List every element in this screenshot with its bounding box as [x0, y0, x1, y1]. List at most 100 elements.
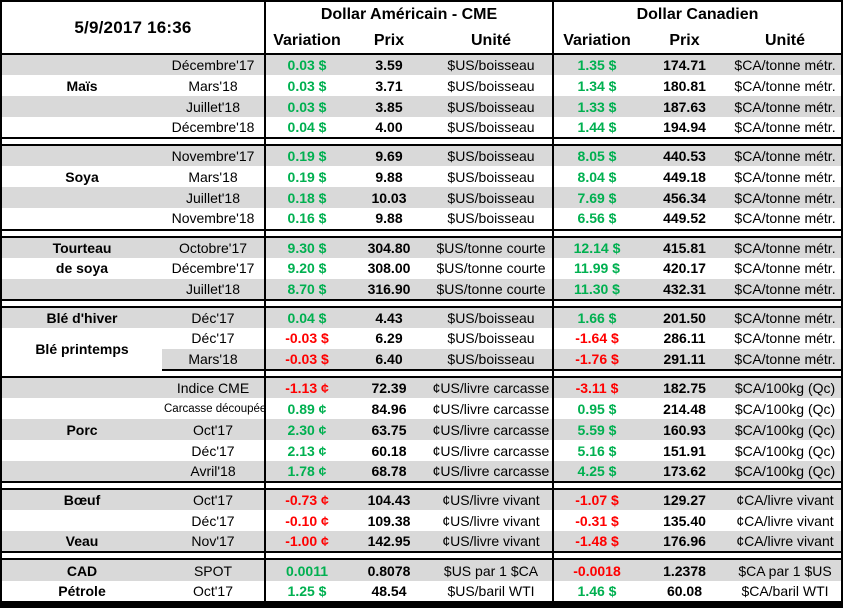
ca-price-value: 449.52 [640, 208, 729, 231]
ca-variation-value: 5.16 $ [552, 440, 640, 462]
ca-price-value: 201.50 [640, 305, 729, 328]
commodity-label: Tourteau [2, 235, 162, 258]
commodity-label [2, 375, 162, 398]
ca-variation-value: 6.56 $ [552, 208, 640, 231]
ca-variation-value: -3.11 $ [552, 375, 640, 398]
us-variation-value: -0.73 ¢ [264, 488, 348, 511]
table-row: Juillet'18 8.70 $316.90 $US/tonne courte 11… [2, 278, 841, 301]
commodity-label: Blé printemps [2, 327, 162, 370]
ca-price-value: 440.53 [640, 144, 729, 167]
gap-cell [2, 138, 265, 146]
gap-cell [551, 482, 841, 490]
us-unit-label: ¢US/livre carcasse [430, 375, 553, 398]
table-row: Novembre'17 0.19 $9.69 $US/boisseau 8.05 $4… [2, 144, 841, 167]
us-price-value: 3.85 [348, 96, 430, 118]
ca-price-value: 432.31 [640, 278, 729, 301]
ca-unit-label: $CA/tonne métr. [729, 52, 841, 76]
table-row: Pétrole Oct'17 1.25 $48.54 $US/baril WTI 1.4… [2, 580, 841, 603]
commodity-label [2, 117, 162, 140]
contract-label: SPOT [162, 558, 265, 581]
us-unit-label: $US/boisseau [430, 75, 553, 97]
us-variation-value: 0.89 ¢ [264, 398, 348, 420]
contract-label: Déc'17 [162, 510, 265, 532]
ca-unit-label: ¢CA/livre vivant [729, 510, 841, 532]
contract-label: Décembre'17 [162, 257, 265, 279]
ca-variation-value: -1.48 $ [552, 531, 640, 554]
us-unit-label: $US/boisseau [430, 166, 553, 188]
ca-price-value: 456.34 [640, 187, 729, 209]
us-price-value: 9.69 [348, 144, 430, 167]
ca-price-value: 129.27 [640, 488, 729, 511]
contract-label: Juillet'18 [162, 278, 265, 301]
contract-label: Juillet'18 [162, 96, 265, 118]
ca-unit-label: $CA/tonne métr. [729, 117, 841, 140]
us-unit-label: $US/tonne courte [430, 235, 553, 258]
us-variation-value: 1.78 ¢ [264, 461, 348, 484]
us-variation-value: 0.18 $ [264, 187, 348, 209]
table-row: Indice CME -1.13 ¢ 72.39 ¢US/livre carcasse… [2, 375, 841, 398]
gap-cell [264, 552, 553, 560]
us-price-value: 63.75 [348, 419, 430, 441]
us-variation-value: 8.70 $ [264, 278, 348, 301]
ca-unit-label: $CA/tonne métr. [729, 278, 841, 301]
contract-label: Novembre'17 [162, 144, 265, 167]
ca-unit-label: $CA par 1 $US [729, 558, 841, 581]
contract-label: Juillet'18 [162, 187, 265, 209]
ca-price-value: 182.75 [640, 375, 729, 398]
table-row: Maïs Mars'18 0.03 $3.71 $US/boisseau 1.34 $1… [2, 75, 841, 97]
us-variation-value: 0.03 $ [264, 96, 348, 118]
ca-price-value: 160.93 [640, 419, 729, 441]
ca-variation-value: 0.95 $ [552, 398, 640, 420]
contract-label: Mars'18 [162, 348, 265, 371]
table-row: Carcasse découpée 0.89 ¢ 84.96 ¢US/livre ca… [2, 398, 841, 420]
commodity-label [2, 187, 162, 209]
ca-unit-label: ¢CA/livre vivant [729, 488, 841, 511]
us-unit-label: $US/boisseau [430, 305, 553, 328]
us-price-value: 104.43 [348, 488, 430, 511]
section-gap [2, 138, 841, 146]
us-price-value: 4.00 [348, 117, 430, 140]
us-variation-value: -0.03 $ [264, 327, 348, 349]
us-unit-label: ¢US/livre carcasse [430, 398, 553, 420]
commodity-label [2, 278, 162, 301]
ca-variation-value: -0.0018 [552, 558, 640, 581]
commodity-label: Soya [2, 166, 162, 188]
ca-unit-label: $CA/tonne métr. [729, 327, 841, 349]
ca-price-value: 174.71 [640, 52, 729, 76]
contract-label: Novembre'18 [162, 208, 265, 231]
commodity-label: de soya [2, 257, 162, 279]
us-unit-label: ¢US/livre carcasse [430, 461, 553, 484]
ca-price-value: 291.11 [640, 348, 729, 371]
us-variation-value: 0.04 $ [264, 305, 348, 328]
section-gap [2, 299, 841, 307]
contract-label: Oct'17 [162, 580, 265, 603]
ca-variation-value: 1.46 $ [552, 580, 640, 603]
section-gap [2, 369, 841, 377]
ca-variation-value: 1.66 $ [552, 305, 640, 328]
gap-cell [264, 299, 553, 307]
us-unite-column-header: Unité [430, 28, 553, 55]
ca-price-value: 187.63 [640, 96, 729, 118]
us-variation-value: 9.20 $ [264, 257, 348, 279]
us-variation-value: 0.03 $ [264, 75, 348, 97]
contract-label: Avril'18 [162, 461, 265, 484]
contract-label: Oct'17 [162, 419, 265, 441]
commodity-label [2, 52, 162, 76]
commodity-label: Porc [2, 419, 162, 441]
gap-cell [2, 482, 265, 490]
ca-unit-label: $CA/tonne métr. [729, 208, 841, 231]
us-variation-value: 2.30 ¢ [264, 419, 348, 441]
us-unit-label: $US/baril WTI [430, 580, 553, 603]
ca-price-value: 286.11 [640, 327, 729, 349]
us-variation-value: 0.0011 [264, 558, 348, 581]
table-row: Blé printemps Déc'17 -0.03 $6.29 $US/boisse… [2, 327, 841, 370]
table-row: CAD SPOT 0.0011 0.8078 $US par 1 $CA -0.0018 1… [2, 558, 841, 581]
contract-label: Décembre'18 [162, 117, 265, 140]
ca-price-value: 1.2378 [640, 558, 729, 581]
commodity-label [2, 96, 162, 118]
table-row: Bœuf Oct'17 -0.73 ¢ 104.43 ¢US/livre vivant -… [2, 488, 841, 511]
us-unit-label: ¢US/livre vivant [430, 531, 553, 554]
ca-unit-label: $CA/tonne métr. [729, 144, 841, 167]
table-row: Novembre'18 0.16 $9.88 $US/boisseau 6.56 $4… [2, 208, 841, 231]
ca-unit-label: $CA/100kg (Qc) [729, 461, 841, 484]
